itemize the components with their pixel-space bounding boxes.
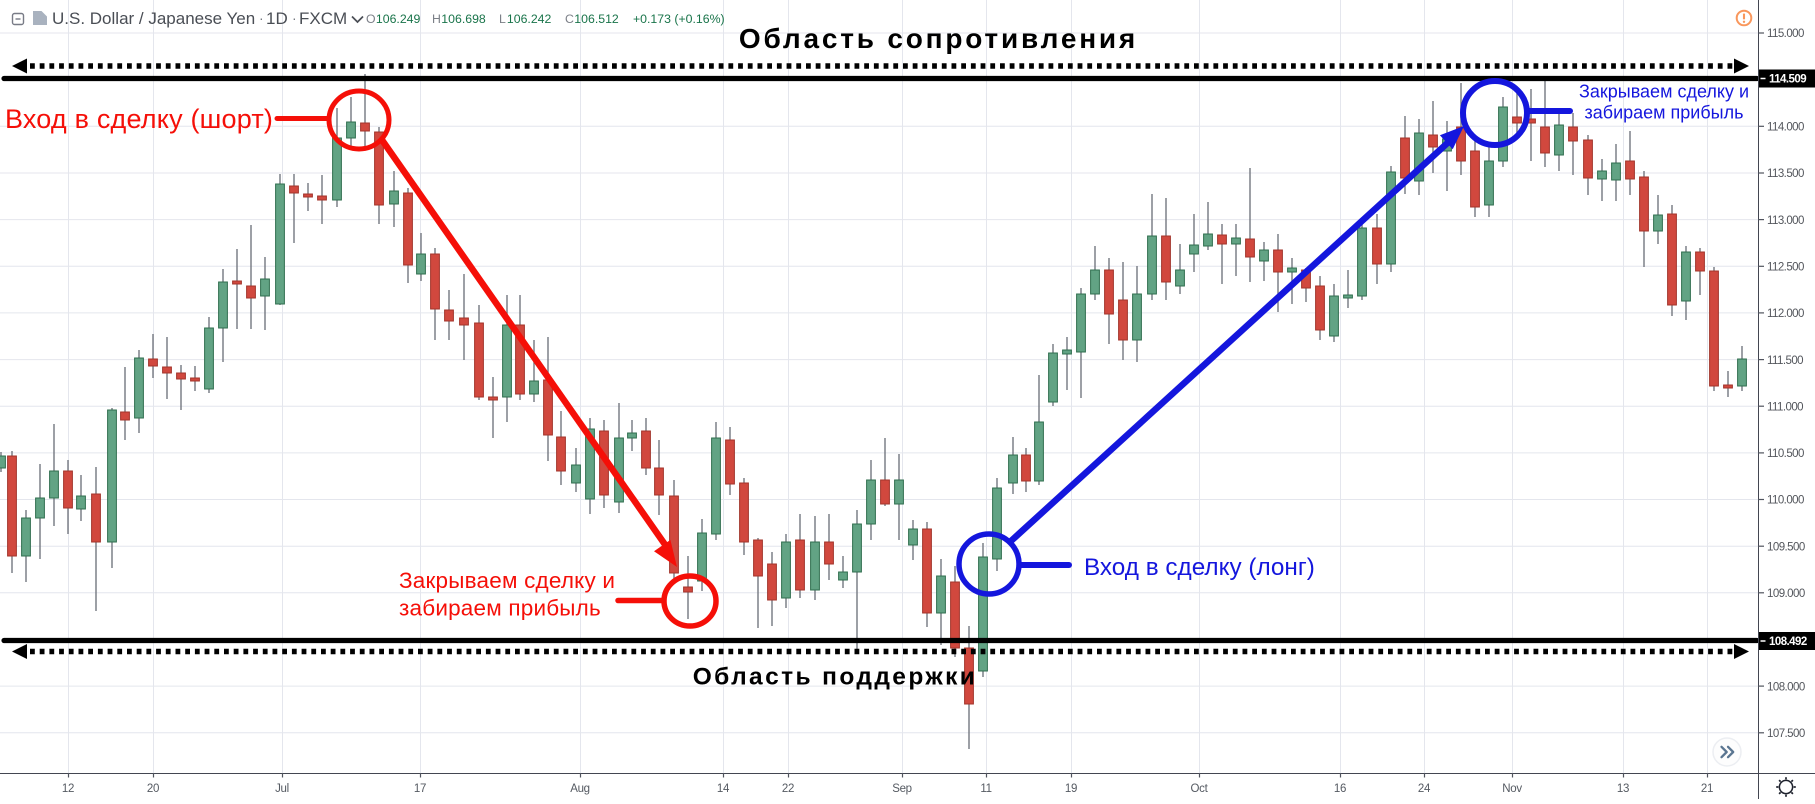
svg-text:106.698: 106.698 [441, 12, 486, 26]
svg-text:106.242: 106.242 [507, 12, 552, 26]
svg-text:111.000: 111.000 [1767, 401, 1803, 413]
svg-text:109.000: 109.000 [1767, 588, 1805, 600]
svg-text:1D: 1D [266, 9, 288, 28]
svg-text:Nov: Nov [1502, 783, 1522, 795]
svg-text:забираем прибыль: забираем прибыль [399, 596, 601, 621]
svg-text:106.249: 106.249 [376, 12, 421, 26]
svg-text:11: 11 [980, 783, 991, 795]
svg-text:109.500: 109.500 [1767, 541, 1805, 553]
svg-text:Aug: Aug [570, 783, 590, 795]
svg-text:Закрываем сделку и: Закрываем сделку и [1579, 82, 1749, 102]
svg-text:·: · [292, 10, 297, 26]
svg-text:Область сопротивления: Область сопротивления [739, 23, 1138, 54]
svg-text:Sep: Sep [892, 783, 912, 795]
svg-text:108.000: 108.000 [1767, 681, 1805, 693]
svg-text:110.500: 110.500 [1767, 448, 1804, 460]
svg-text:114.509: 114.509 [1769, 74, 1806, 86]
svg-text:12: 12 [62, 783, 74, 795]
svg-text:114.000: 114.000 [1767, 122, 1804, 134]
svg-text:H: H [432, 12, 441, 26]
svg-text:Закрываем сделку и: Закрываем сделку и [399, 568, 615, 593]
svg-text:FXCM: FXCM [299, 9, 347, 28]
svg-text:Jul: Jul [275, 783, 289, 795]
svg-text:107.500: 107.500 [1767, 728, 1805, 740]
svg-text:111.500: 111.500 [1767, 355, 1803, 367]
svg-text:Вход в сделку (шорт): Вход в сделку (шорт) [5, 104, 273, 134]
svg-text:106.512: 106.512 [574, 12, 619, 26]
svg-text:17: 17 [414, 783, 426, 795]
svg-text:Oct: Oct [1191, 783, 1209, 795]
svg-text:забираем прибыль: забираем прибыль [1585, 103, 1744, 123]
svg-text:112.000: 112.000 [1767, 308, 1804, 320]
svg-text:C: C [565, 12, 574, 26]
svg-text:24: 24 [1418, 783, 1431, 795]
svg-text:O: O [366, 12, 376, 26]
svg-text:112.500: 112.500 [1767, 262, 1804, 274]
svg-text:L: L [499, 12, 506, 26]
svg-text:U.S. Dollar / Japanese Yen: U.S. Dollar / Japanese Yen [52, 9, 255, 28]
svg-text:113.500: 113.500 [1767, 168, 1804, 180]
svg-text:14: 14 [717, 783, 730, 795]
svg-text:110.000: 110.000 [1767, 495, 1804, 507]
svg-text:Область поддержки: Область поддержки [693, 664, 978, 691]
svg-text:108.492: 108.492 [1769, 636, 1807, 648]
svg-text:113.000: 113.000 [1767, 215, 1804, 227]
svg-text:16: 16 [1334, 783, 1346, 795]
svg-text:20: 20 [147, 783, 159, 795]
svg-text:·: · [259, 10, 264, 26]
svg-text:21: 21 [1701, 783, 1713, 795]
svg-text:19: 19 [1065, 783, 1077, 795]
svg-text:13: 13 [1617, 783, 1629, 795]
svg-text:+0.173 (+0.16%): +0.173 (+0.16%) [633, 12, 725, 26]
svg-text:115.000: 115.000 [1767, 28, 1804, 40]
svg-text:Вход в сделку (лонг): Вход в сделку (лонг) [1084, 554, 1315, 581]
svg-text:22: 22 [782, 783, 794, 795]
